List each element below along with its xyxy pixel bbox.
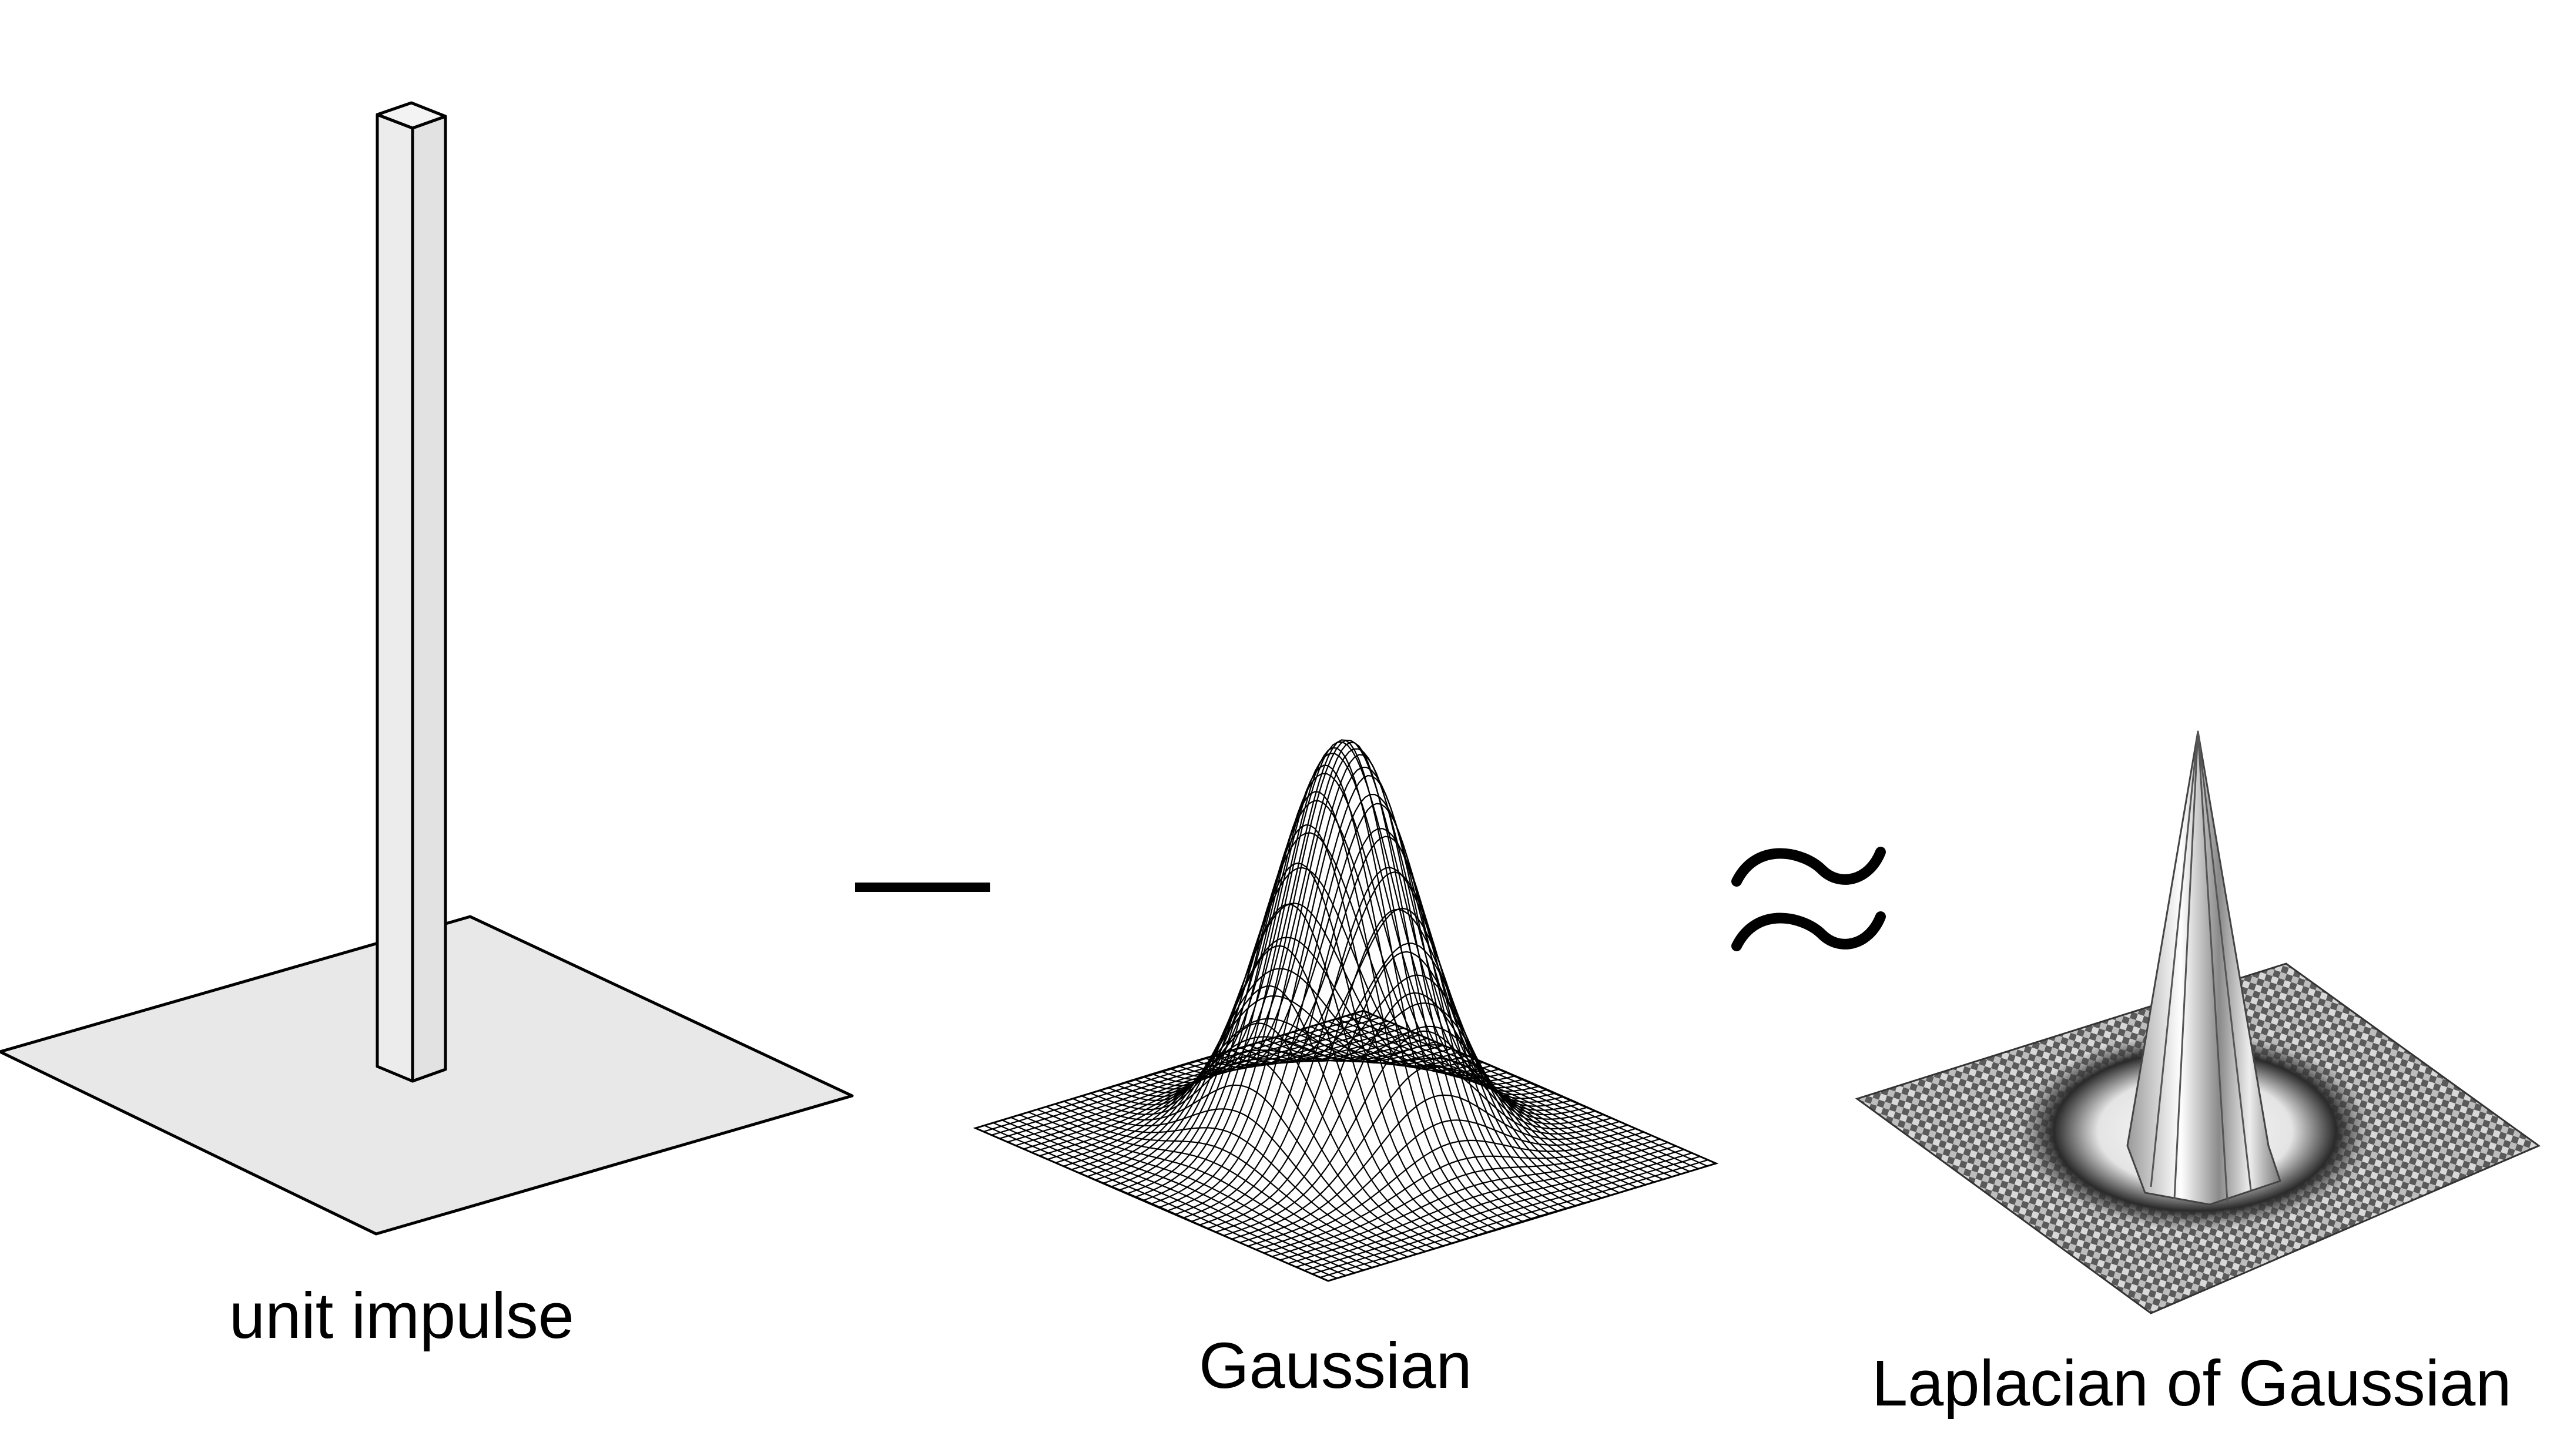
- gaussian-plot: [973, 739, 1719, 1282]
- log-central-peak: [2126, 730, 2281, 1206]
- unit-impulse-plot: [0, 101, 854, 1236]
- caption-laplacian-of-gaussian: Laplacian of Gaussian: [1872, 1347, 2512, 1420]
- gaussian-mesh: [973, 739, 1719, 1282]
- laplacian-of-gaussian-plot: [1855, 730, 2541, 1314]
- caption-unit-impulse: unit impulse: [229, 1280, 574, 1352]
- impulse-spike-top-face: [376, 101, 447, 130]
- impulse-spike-left-face: [376, 113, 414, 1083]
- approx-sign: [1731, 847, 1886, 951]
- caption-gaussian: Gaussian: [1199, 1330, 1472, 1402]
- log-peak-facets: [2150, 731, 2252, 1202]
- impulse-spike-right-face: [411, 115, 447, 1083]
